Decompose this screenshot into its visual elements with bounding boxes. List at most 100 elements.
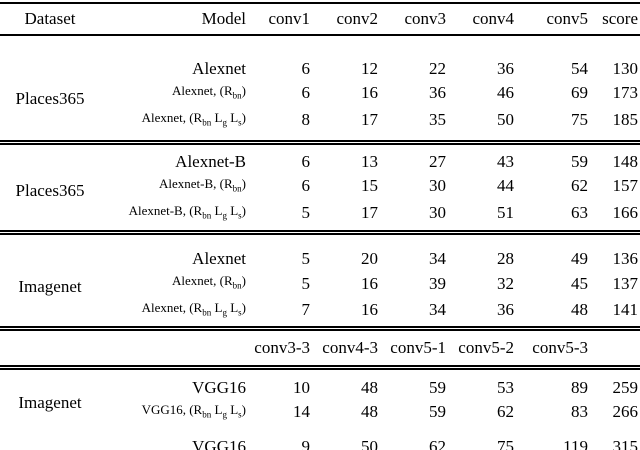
- vgg-columns-header: conv3-3 conv4-3 conv5-1 conv5-2 conv5-3: [0, 328, 640, 370]
- block-imagenet-vgg16: Imagenet VGG16 10 48 59 53 89 259 VGG16,…: [0, 367, 640, 429]
- column-header-dataset: Dataset: [0, 3, 100, 36]
- empty-cell: [0, 328, 100, 370]
- metric-value: 48: [361, 377, 378, 397]
- model-name: Alexnet: [192, 249, 246, 269]
- model-name: VGG16, (Rbn Lg Ls): [141, 401, 246, 420]
- metric-value: 22: [429, 59, 446, 78]
- metric-value: 7: [246, 296, 312, 331]
- vgg-column-header-conv5-3: conv5-3: [516, 328, 590, 370]
- model-name: VGG16: [192, 377, 246, 397]
- metric-value: 27: [429, 152, 446, 172]
- model-name: VGG16: [192, 437, 246, 450]
- metric-value: 83: [571, 401, 588, 421]
- score-value: 166: [590, 199, 640, 236]
- table-row: Alexnet, (Rbn Lg Ls) 8 17 35 50 75 185: [0, 106, 640, 146]
- model-name: Alexnet: [192, 59, 246, 78]
- metric-value: 14: [293, 401, 310, 421]
- metric-value: 34: [380, 296, 448, 331]
- metric-value: 48: [516, 296, 590, 331]
- metric-value: 119: [563, 437, 588, 450]
- score-value: 141: [590, 296, 640, 331]
- metric-value: 5: [301, 249, 311, 269]
- block-places365-alexnet-b: Places365 Alexnet-B 6 13 27 43 59 148 Al…: [0, 142, 640, 236]
- metric-value: 5: [301, 273, 311, 293]
- dataset-label: Places365: [0, 142, 100, 236]
- model-name: Alexnet, (Rbn): [172, 83, 246, 101]
- metric-value: 6: [301, 83, 311, 103]
- model-name: Alexnet, (Rbn): [172, 273, 246, 291]
- vgg-column-header-conv5-1: conv5-1: [380, 328, 448, 370]
- metric-value: 49: [571, 249, 588, 269]
- metric-value: 43: [497, 152, 514, 172]
- column-header-conv4: conv4: [448, 3, 516, 36]
- table-row: Alexnet, (Rbn) 5 16 39 32 45 137: [0, 270, 640, 297]
- metric-value: 50: [361, 437, 378, 450]
- metric-value: 51: [448, 199, 516, 236]
- dataset-label: Imagenet: [18, 392, 82, 412]
- metric-value: 75: [497, 437, 514, 450]
- table-row: Alexnet, (Rbn) 6 16 36 46 69 173: [0, 80, 640, 107]
- metric-value: 30: [380, 199, 448, 236]
- table-row: Alexnet-B, (Rbn) 6 15 30 44 62 157: [0, 173, 640, 200]
- metric-value: 6: [301, 152, 311, 172]
- metric-value: 5: [246, 199, 312, 236]
- metric-value: 8: [246, 106, 312, 146]
- table-row: Places365 VGG16 9 50 62 75 119 315: [0, 429, 640, 450]
- metric-value: 59: [571, 152, 588, 172]
- metric-value: 20: [361, 249, 378, 269]
- score-value: 266: [612, 401, 639, 421]
- metric-value: 62: [571, 176, 588, 196]
- column-header-conv1: conv1: [246, 3, 312, 36]
- column-header-conv5: conv5: [516, 3, 590, 36]
- metric-value: 69: [571, 83, 588, 103]
- metric-value: 28: [497, 249, 514, 269]
- model-name: Alexnet-B: [175, 152, 246, 172]
- metric-value: 9: [301, 437, 311, 450]
- empty-cell: [590, 328, 640, 370]
- score-value: 259: [612, 377, 639, 397]
- metric-value: 16: [312, 296, 380, 331]
- metric-value: 12: [361, 59, 378, 78]
- vgg-column-header-conv3-3: conv3-3: [246, 328, 312, 370]
- metric-value: 36: [429, 83, 446, 103]
- column-header-conv2: conv2: [312, 3, 380, 36]
- model-name: Alexnet-B, (Rbn): [159, 176, 246, 194]
- vgg-column-header-conv5-2: conv5-2: [448, 328, 516, 370]
- table-row: Alexnet, (Rbn Lg Ls) 7 16 34 36 48 141: [0, 296, 640, 331]
- score-value: 185: [590, 106, 640, 146]
- dataset-label: Imagenet: [0, 232, 100, 331]
- metric-value: 15: [361, 176, 378, 196]
- table-row: Alexnet-B, (Rbn Lg Ls) 5 17 30 51 63 166: [0, 199, 640, 236]
- metric-value: 53: [497, 377, 514, 397]
- metric-value: 16: [361, 83, 378, 103]
- table-row: VGG16, (Rbn Lg Ls) 14 48 59 62 83 266: [0, 399, 640, 430]
- score-value: 136: [612, 249, 639, 269]
- metric-value: 63: [516, 199, 590, 236]
- metric-value: 45: [571, 273, 588, 293]
- table-row: Imagenet VGG16 10 48 59 53 89 259: [0, 367, 640, 412]
- metric-value: 89: [571, 377, 588, 397]
- score-value: 137: [612, 273, 639, 293]
- score-value: 130: [612, 59, 639, 78]
- column-header-model: Model: [100, 3, 246, 36]
- metric-value: 44: [497, 176, 514, 196]
- empty-cell: [100, 328, 246, 370]
- dataset-label: Places365: [0, 429, 100, 450]
- metric-value: 17: [312, 199, 380, 236]
- metric-value: 54: [571, 59, 588, 78]
- table-row: Places365 Alexnet-B 6 13 27 43 59 148: [0, 142, 640, 236]
- column-header-conv3: conv3: [380, 3, 448, 36]
- dataset-label: Places365: [0, 35, 100, 146]
- score-value: 148: [612, 152, 639, 172]
- score-value: 315: [612, 437, 639, 450]
- metric-value: 75: [516, 106, 590, 146]
- score-value: 157: [612, 176, 639, 196]
- metric-value: 36: [497, 59, 514, 78]
- table-row: Imagenet Alexnet 5 20 34 28 49 136: [0, 232, 640, 331]
- metric-value: 35: [380, 106, 448, 146]
- metric-value: 59: [429, 377, 446, 397]
- vgg-column-header-conv4-3: conv4-3: [312, 328, 380, 370]
- metric-value: 6: [301, 176, 311, 196]
- metric-value: 13: [361, 152, 378, 172]
